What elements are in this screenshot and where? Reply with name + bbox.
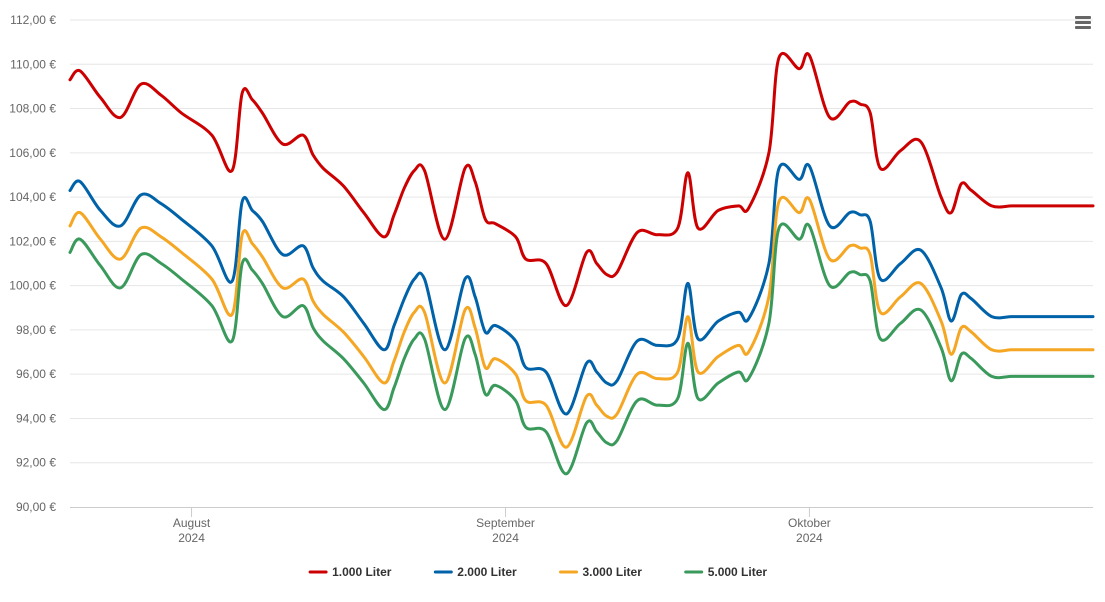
series-lines xyxy=(68,51,1095,476)
legend-item[interactable]: 5.000 Liter xyxy=(684,565,768,579)
x-tick-label-month: August xyxy=(173,516,211,530)
legend-label: 1.000 Liter xyxy=(332,565,392,579)
y-tick-label: 110,00 € xyxy=(10,57,56,71)
y-tick-label: 104,00 € xyxy=(9,190,56,204)
y-tick-label: 96,00 € xyxy=(16,367,56,381)
hamburger-menu-icon[interactable] xyxy=(1070,10,1096,34)
series-line-3[interactable] xyxy=(68,195,1095,449)
y-tick-label: 108,00 € xyxy=(9,102,56,116)
x-tick-label-month: September xyxy=(476,516,535,530)
y-tick-label: 102,00 € xyxy=(9,234,56,248)
legend: 1.000 Liter 2.000 Liter 3.000 Liter 5.000 L… xyxy=(308,565,768,579)
legend-label: 2.000 Liter xyxy=(457,565,517,579)
legend-item[interactable]: 3.000 Liter xyxy=(559,565,643,579)
y-tick-label: 92,00 € xyxy=(16,456,56,470)
y-axis: 90,00 € 92,00 € 94,00 € 96,00 € 98,00 € 100,0… xyxy=(9,13,56,514)
y-tick-label: 98,00 € xyxy=(16,323,56,337)
legend-label: 5.000 Liter xyxy=(708,565,768,579)
legend-label: 3.000 Liter xyxy=(583,565,643,579)
legend-item[interactable]: 2.000 Liter xyxy=(433,565,517,579)
grid-lines xyxy=(70,19,1093,464)
series-line-2[interactable] xyxy=(68,162,1095,416)
y-tick-label: 100,00 € xyxy=(9,279,56,293)
series-line-1[interactable] xyxy=(68,51,1095,308)
y-tick-label: 90,00 € xyxy=(16,500,56,514)
y-tick-label: 94,00 € xyxy=(16,411,56,425)
y-tick-label: 112,00 € xyxy=(10,13,56,27)
x-tick-label-month: Oktober xyxy=(788,516,831,530)
legend-item[interactable]: 1.000 Liter xyxy=(308,565,392,579)
series-line-4[interactable] xyxy=(68,222,1095,476)
x-tick-label-year: 2024 xyxy=(492,531,519,545)
x-tick-label-year: 2024 xyxy=(178,531,205,545)
y-tick-label: 106,00 € xyxy=(9,146,56,160)
x-tick-label-year: 2024 xyxy=(796,531,823,545)
